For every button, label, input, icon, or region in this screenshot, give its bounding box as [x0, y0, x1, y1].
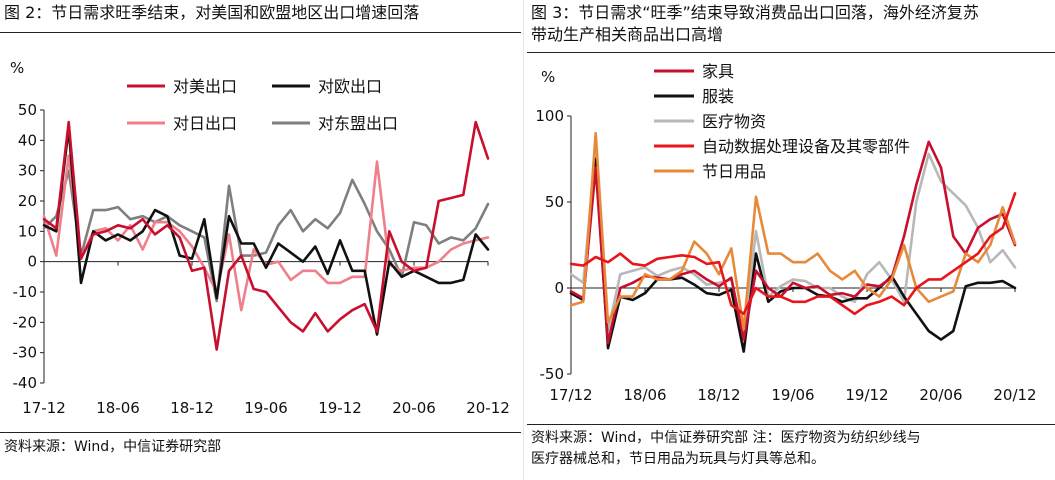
y-tick-label: 50 — [545, 193, 564, 211]
y-tick-label: -10 — [13, 283, 38, 301]
y-axis-unit: % — [541, 68, 555, 86]
title-rule-right — [527, 52, 1055, 53]
x-tick-label: 20-06 — [392, 399, 436, 417]
x-tick-label: 18-12 — [170, 399, 214, 417]
x-tick-label: 18-06 — [96, 399, 140, 417]
y-tick-label: 10 — [18, 222, 37, 240]
source-rule-right — [527, 424, 1055, 425]
y-tick-label: 0 — [554, 279, 564, 297]
y-axis-unit: % — [10, 59, 24, 77]
y-tick-label: 50 — [18, 101, 37, 119]
legend-label: 对欧出口 — [318, 77, 382, 96]
line-chart-right: -50 0 50 100% 17/12 18/06 18/12 19/06 19/12 20/06… — [535, 62, 1036, 404]
x-tick-label: 20-12 — [466, 399, 510, 417]
x-tick-label: 17/12 — [549, 386, 592, 404]
legend-label: 对日出口 — [173, 114, 237, 133]
x-tick-label: 20/12 — [993, 386, 1036, 404]
x-tick-label: 19-12 — [318, 399, 362, 417]
y-tick-label: 40 — [18, 131, 37, 149]
source-rule-left — [0, 432, 521, 433]
title-rule-left — [0, 32, 521, 33]
series-line-4 — [569, 192, 1017, 316]
legend-label: 医疗物资 — [702, 112, 766, 131]
y-tick-label: 0 — [27, 253, 37, 271]
x-tick-label: 19/06 — [771, 386, 814, 404]
series-line-3 — [569, 149, 1017, 338]
source-note-right: 资料来源：Wind，中信证券研究部 注：医疗物资为纺织纱线与 医疗器械总和，节日… — [531, 430, 921, 467]
series-line-1 — [42, 120, 490, 351]
y-tick-label: -50 — [540, 365, 565, 383]
legend-label: 家具 — [702, 62, 734, 81]
chart-panel-right: 图 3：节日需求“旺季”结束导致消费品出口回落，海外经济复苏 带动生产相关商品出… — [527, 0, 1055, 480]
figure-title-right: 图 3：节日需求“旺季”结束导致消费品出口回落，海外经济复苏 带动生产相关商品出… — [531, 3, 979, 44]
line-chart-left: -40 -30 -20 -10 0 10 20 30 40 50% 17-12 18-06 18-12 1… — [10, 59, 510, 417]
x-tick-label: 19-06 — [244, 399, 288, 417]
y-tick-label: 30 — [18, 162, 37, 180]
legend-label: 服装 — [702, 87, 734, 106]
chart-panel-left: 图 2：节日需求旺季结束，对美国和欧盟地区出口增速回落 -40 -30 -20 -10… — [0, 0, 521, 480]
x-tick-label: 18/12 — [697, 386, 740, 404]
legend-label: 对东盟出口 — [318, 114, 398, 133]
source-note-left: 资料来源：Wind，中信证券研究部 — [4, 439, 222, 455]
series-line-5 — [569, 131, 1017, 331]
y-tick-label: -30 — [13, 344, 38, 362]
series-line-1 — [569, 140, 1017, 345]
x-tick-label: 20/06 — [919, 386, 962, 404]
legend-label: 对美出口 — [173, 77, 237, 96]
legend-label: 自动数据处理设备及其零部件 — [702, 137, 910, 156]
y-tick-label: -40 — [13, 374, 38, 392]
y-tick-label: 20 — [18, 192, 37, 210]
y-tick-label: -20 — [13, 313, 38, 331]
x-tick-label: 17-12 — [22, 399, 66, 417]
panel-divider — [523, 0, 524, 480]
x-tick-label: 18/06 — [623, 386, 666, 404]
figure-title-left: 图 2：节日需求旺季结束，对美国和欧盟地区出口增速回落 — [4, 3, 420, 22]
series-line-2 — [569, 157, 1017, 353]
x-tick-label: 19/12 — [845, 386, 888, 404]
series-line-3 — [42, 154, 490, 312]
legend-label: 节日用品 — [702, 162, 766, 181]
series-line-4 — [42, 169, 490, 303]
y-tick-label: 100 — [535, 107, 564, 125]
